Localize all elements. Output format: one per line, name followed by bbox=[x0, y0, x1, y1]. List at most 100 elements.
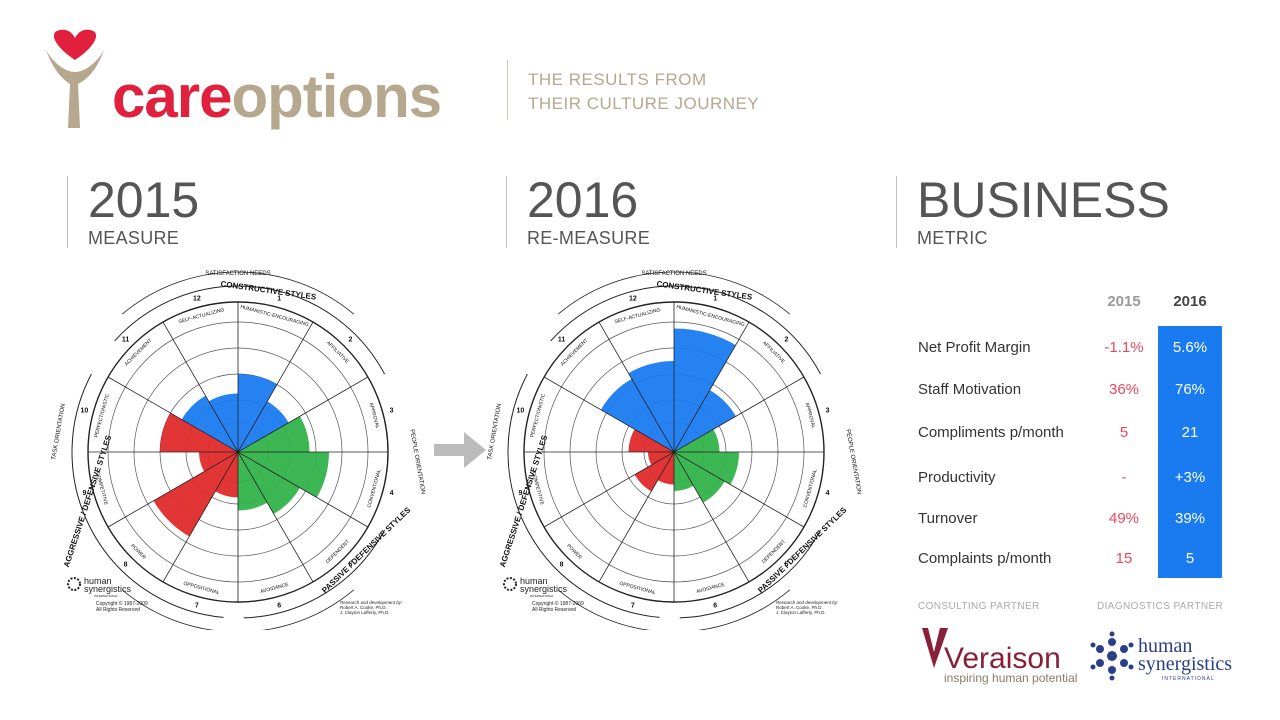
careoptions-logo: careoptions bbox=[40, 28, 500, 138]
metric-label: Net Profit Margin bbox=[918, 339, 1031, 356]
style-number: 10 bbox=[517, 408, 525, 415]
brand-wordmark: careoptions bbox=[112, 62, 442, 131]
style-number: 7 bbox=[631, 602, 635, 609]
research-line-2: Robert A. Cooke, Ph.D. bbox=[340, 605, 387, 610]
hsi-word-2: synergistics bbox=[1138, 653, 1232, 675]
spoke-line bbox=[237, 451, 369, 528]
task-orientation-label: TASK ORIENTATION bbox=[487, 403, 503, 460]
circumplex-2015: HUMANISTIC-ENCOURAGING AFFILIATIVE APPROVA… bbox=[50, 270, 450, 638]
brand-options: options bbox=[231, 63, 442, 130]
style-label: AFFILIATIVE bbox=[325, 340, 350, 365]
aggressive-arc bbox=[507, 373, 660, 618]
metric-2016-value: 5.6% bbox=[1172, 339, 1208, 356]
research-line-3: J. Clayton Lafferty, Ph.D. bbox=[340, 610, 390, 615]
metric-label: Productivity bbox=[918, 469, 996, 486]
metric-2015-value: 36% bbox=[1108, 381, 1140, 398]
research-line-3: J. Clayton Lafferty, Ph.D. bbox=[776, 610, 826, 615]
spoke-line bbox=[107, 451, 239, 528]
hsi-word-3: INTERNATIONAL bbox=[1162, 676, 1215, 682]
section-business-sub: METRIC bbox=[917, 228, 988, 248]
metric-2016-value: 39% bbox=[1174, 510, 1206, 527]
style-number: 1 bbox=[277, 295, 281, 302]
style-score-11 bbox=[181, 395, 238, 452]
style-score-1 bbox=[238, 374, 277, 452]
style-number: 9 bbox=[82, 490, 86, 497]
style-score-10 bbox=[160, 413, 238, 452]
spoke-line bbox=[673, 376, 805, 453]
metric-label: Turnover bbox=[918, 510, 978, 527]
style-score-2 bbox=[238, 401, 289, 452]
style-score-4 bbox=[238, 452, 329, 498]
passive-styles-label: PASSIVE / DEFENSIVE STYLES bbox=[320, 505, 413, 595]
style-score-6 bbox=[238, 452, 268, 511]
style-score-7 bbox=[215, 452, 238, 498]
spoke-line bbox=[598, 321, 675, 453]
snowflake-icon bbox=[1090, 631, 1134, 681]
research-line-1: Research and development by: bbox=[340, 600, 403, 605]
satisfaction-arc bbox=[558, 271, 790, 315]
section-2015-sub: MEASURE bbox=[88, 228, 180, 248]
spoke-line bbox=[673, 451, 750, 583]
style-score-11 bbox=[600, 378, 674, 452]
hsi-small-word-1: human bbox=[520, 576, 548, 586]
section-business: BUSINESS METRIC bbox=[896, 172, 1170, 248]
style-number: 5 bbox=[348, 561, 352, 568]
people-orientation-label: PEOPLE ORIENTATION bbox=[844, 429, 861, 495]
style-score-5 bbox=[238, 452, 300, 514]
style-score-4 bbox=[674, 452, 739, 485]
style-score-5 bbox=[674, 452, 725, 503]
spoke-line bbox=[673, 451, 805, 528]
style-number: 12 bbox=[629, 295, 637, 302]
spoke-line bbox=[162, 321, 239, 453]
hsi-small-word-2: synergistics bbox=[84, 584, 132, 594]
style-score-12 bbox=[628, 361, 674, 452]
style-number: 9 bbox=[518, 490, 522, 497]
style-number: 11 bbox=[122, 336, 130, 343]
style-label: AVOIDANCE bbox=[260, 582, 290, 595]
constructive-arc bbox=[550, 285, 822, 375]
section-2016-sub: RE-MEASURE bbox=[527, 228, 651, 248]
spoke-line bbox=[237, 376, 369, 453]
style-number: 8 bbox=[560, 561, 564, 568]
style-score-6 bbox=[674, 452, 694, 491]
style-label: CONVENTIONAL bbox=[367, 469, 383, 509]
section-2015-year: 2015 bbox=[88, 172, 200, 228]
constructive-styles-label: CONSTRUCTIVE STYLES bbox=[220, 279, 317, 301]
style-label: SELF-ACTUALIZING bbox=[178, 307, 225, 325]
tagline: THE RESULTS FROM THEIR CULTURE JOURNEY bbox=[528, 68, 759, 116]
metric-2016-value: 76% bbox=[1174, 381, 1206, 398]
metric-2015-value: 5 bbox=[1119, 424, 1129, 441]
section-business-title: BUSINESS bbox=[917, 172, 1170, 228]
style-label: PERFECTIONISTIC bbox=[93, 393, 111, 438]
spoke-line bbox=[543, 376, 675, 453]
style-label: AFFILIATIVE bbox=[761, 340, 786, 365]
passive-arc bbox=[243, 529, 386, 619]
style-score-7 bbox=[657, 452, 674, 485]
snowflake-icon bbox=[67, 577, 81, 591]
satisfaction-arc bbox=[122, 271, 354, 315]
spoke-line bbox=[237, 451, 314, 583]
style-number: 3 bbox=[826, 408, 830, 415]
metric-2015-value: 15 bbox=[1115, 550, 1133, 567]
copyright-line-1: Copyright © 1987-2009 bbox=[532, 600, 584, 607]
style-score-12 bbox=[208, 393, 238, 452]
metric-2015-value: -1.1% bbox=[1104, 339, 1144, 356]
people-orientation-label: PEOPLE ORIENTATION bbox=[408, 429, 425, 495]
highlight-2016-column bbox=[1158, 326, 1222, 578]
header-divider bbox=[507, 60, 508, 120]
style-score-9 bbox=[648, 452, 674, 465]
spoke-line bbox=[107, 376, 239, 453]
passive-arc bbox=[679, 529, 822, 619]
col-header-2015: 2015 bbox=[1107, 293, 1141, 310]
spoke-line bbox=[543, 451, 675, 528]
style-score-3 bbox=[238, 416, 310, 452]
style-label: HUMANISTIC-ENCOURAGING bbox=[240, 304, 310, 328]
heart-person-icon bbox=[46, 29, 104, 128]
style-score-9 bbox=[199, 452, 238, 472]
copyright-line-2: All Rights Reserved bbox=[532, 607, 576, 613]
style-number: 3 bbox=[390, 408, 394, 415]
section-2016: 2016 RE-MEASURE bbox=[506, 175, 651, 248]
satisfaction-needs-label: SATISFACTION NEEDS bbox=[641, 271, 706, 277]
style-label: APPROVAL bbox=[804, 402, 817, 429]
